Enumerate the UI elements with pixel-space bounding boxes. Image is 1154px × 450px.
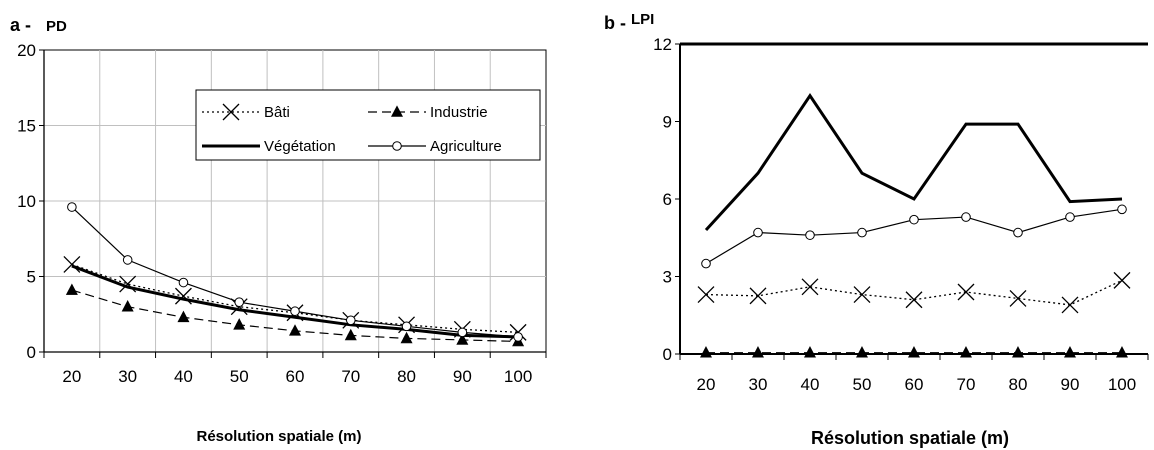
panel-a-legend-industrie-label: Industrie [430,104,488,121]
panel-b-series-agriculture-marker [857,227,867,238]
panel-a-x-tick-label: 90 [453,367,472,386]
panel-a-legend-box [195,89,541,161]
panel-a-series-industrie-marker [121,300,134,312]
panel-b-letter: b - [604,13,626,33]
panel-b-chart: 0 3 6 9 12 20 30 40 50 60 70 80 90 100 [653,35,1149,394]
panel-a-series-industrie-marker [289,324,301,336]
panel-a-series-agriculture-marker [178,277,189,288]
panel-b-x-tick-label: 100 [1108,375,1136,394]
panel-b-series-agriculture-marker [909,214,919,225]
panel-b-series-agriculture-marker [1117,204,1127,215]
panel-a-x-tick-label: 30 [118,367,137,386]
panel-b-y-tick-label: 12 [653,35,672,54]
panel-b-x-tick-label: 20 [697,375,716,394]
panel-a-series-industrie-marker [233,318,246,330]
panel-a-y-tick-label: 5 [27,268,36,287]
panel-b-y-tick-label: 0 [663,345,672,364]
panel-a-series-agriculture-marker [290,306,300,317]
panel-b-x-tick-label: 90 [1061,375,1080,394]
panel-a-series-industrie-marker [344,328,357,341]
panel-a-series-vegetation-line [71,264,519,339]
panel-a-series-agriculture-marker [457,327,468,338]
panel-a-legend-industrie-marker [391,105,403,117]
panel-b-series-agriculture-marker [805,230,815,240]
panel-b-series-industrie-marker [804,346,816,358]
panel-a-series-industrie-marker [400,331,413,344]
panel-a-legend-vegetation-label: Végétation [264,138,336,155]
panel-a-series-agriculture-marker [345,315,356,326]
panel-b-series-industrie-marker [700,346,712,358]
panel-a-legend: Bâti Industrie Végétation Agriculture [195,89,541,161]
panel-b-series-bati-marker [1113,271,1131,289]
panel-a-title: PD [46,18,67,35]
panel-a-legend-agriculture-label: Agriculture [430,138,502,155]
panel-a-legend-bati-marker [222,103,240,121]
panel-b-x-tick-label: 80 [1009,375,1028,394]
panel-a-legend-agriculture-marker [392,141,402,151]
panel-b-series-agriculture-marker [1065,212,1075,222]
panel-a-series-agriculture-marker [513,332,523,342]
panel-a-chart: 0 5 10 15 20 20 30 40 50 60 70 80 90 100 Bâti Industrie… [17,41,547,386]
panel-b-series-bati-marker [957,283,975,301]
panel-b-series-bati-marker [1009,289,1027,307]
panel-b-series-industrie-marker [908,346,920,358]
panel-a-series-bati-marker [63,255,81,273]
panel-a-series-agriculture-marker [67,202,77,212]
panel-a-x-axis-label: Résolution spatiale (m) [196,428,361,445]
panel-a-y-tick-label: 15 [17,117,36,136]
panel-b-x-tick-label: 40 [801,375,820,394]
panel-b-x-tick-label: 50 [853,375,872,394]
panel-a-legend-bati-label: Bâti [264,104,290,121]
panel-b-series-bati-marker [749,287,767,305]
panel-b-series-industrie-marker [960,346,972,358]
panel-a-series-agriculture-marker [122,255,133,265]
panel-a-x-tick-label: 40 [174,367,193,386]
panel-a-y-tick-label: 20 [17,41,36,60]
panel-b-series-vegetation-line [704,92,1123,232]
panel-b-series-bati-marker [853,286,871,304]
panel-a-y-tick-label: 0 [27,343,36,362]
panel-b-x-axis-label: Résolution spatiale (m) [811,428,1009,448]
panel-b-series-industrie-marker [1064,346,1076,358]
panel-a-x-tick-label: 70 [341,367,360,386]
panel-b-series-industrie-marker [1012,346,1024,358]
panel-b-series-bati-line [705,279,1123,306]
panel-b-series-bati-marker [905,291,923,309]
panel-a-x-tick-label: 80 [397,367,416,386]
panel-b-x-tick-label: 60 [905,375,924,394]
panel-b-series-industrie-marker [856,346,868,358]
panel-b-series-agriculture-marker [701,258,711,269]
panel-a-letter: a - [10,15,31,35]
panel-b-series-bati-marker [1061,296,1079,314]
panel-b-y-tick-label: 9 [663,113,672,132]
panel-b-series-bati-marker [801,278,819,296]
panel-a-x-tick-label: 60 [286,367,305,386]
panel-a-y-tick-label: 10 [17,192,36,211]
panel-a-series-agriculture-marker [401,321,412,332]
panel-b-title: LPI [631,11,654,28]
panel-a-series-industrie-marker [177,310,190,323]
panel-b-series-agriculture-marker [961,212,971,222]
panel-b-series-agriculture-marker [1013,227,1023,238]
panel-b-series-industrie-marker [752,346,764,358]
panel-a-series-agriculture-marker [234,297,245,307]
panel-b-series-agriculture-marker [753,227,763,238]
panel-b-y-tick-label: 3 [663,268,672,287]
panel-b-x-tick-label: 70 [957,375,976,394]
panel-a-series-industrie-marker [65,283,78,295]
panel-a-x-tick-label: 50 [230,367,249,386]
panel-b-series-bati-marker [697,286,715,304]
panel-b-y-tick-label: 6 [663,190,672,209]
panel-b-series-industrie-marker [1116,346,1128,358]
panel-a-x-tick-label: 20 [62,367,81,386]
panel-b-x-tick-label: 30 [749,375,768,394]
panel-a-x-tick-label: 100 [504,367,532,386]
panel-a-series-industrie-marker [456,333,469,345]
